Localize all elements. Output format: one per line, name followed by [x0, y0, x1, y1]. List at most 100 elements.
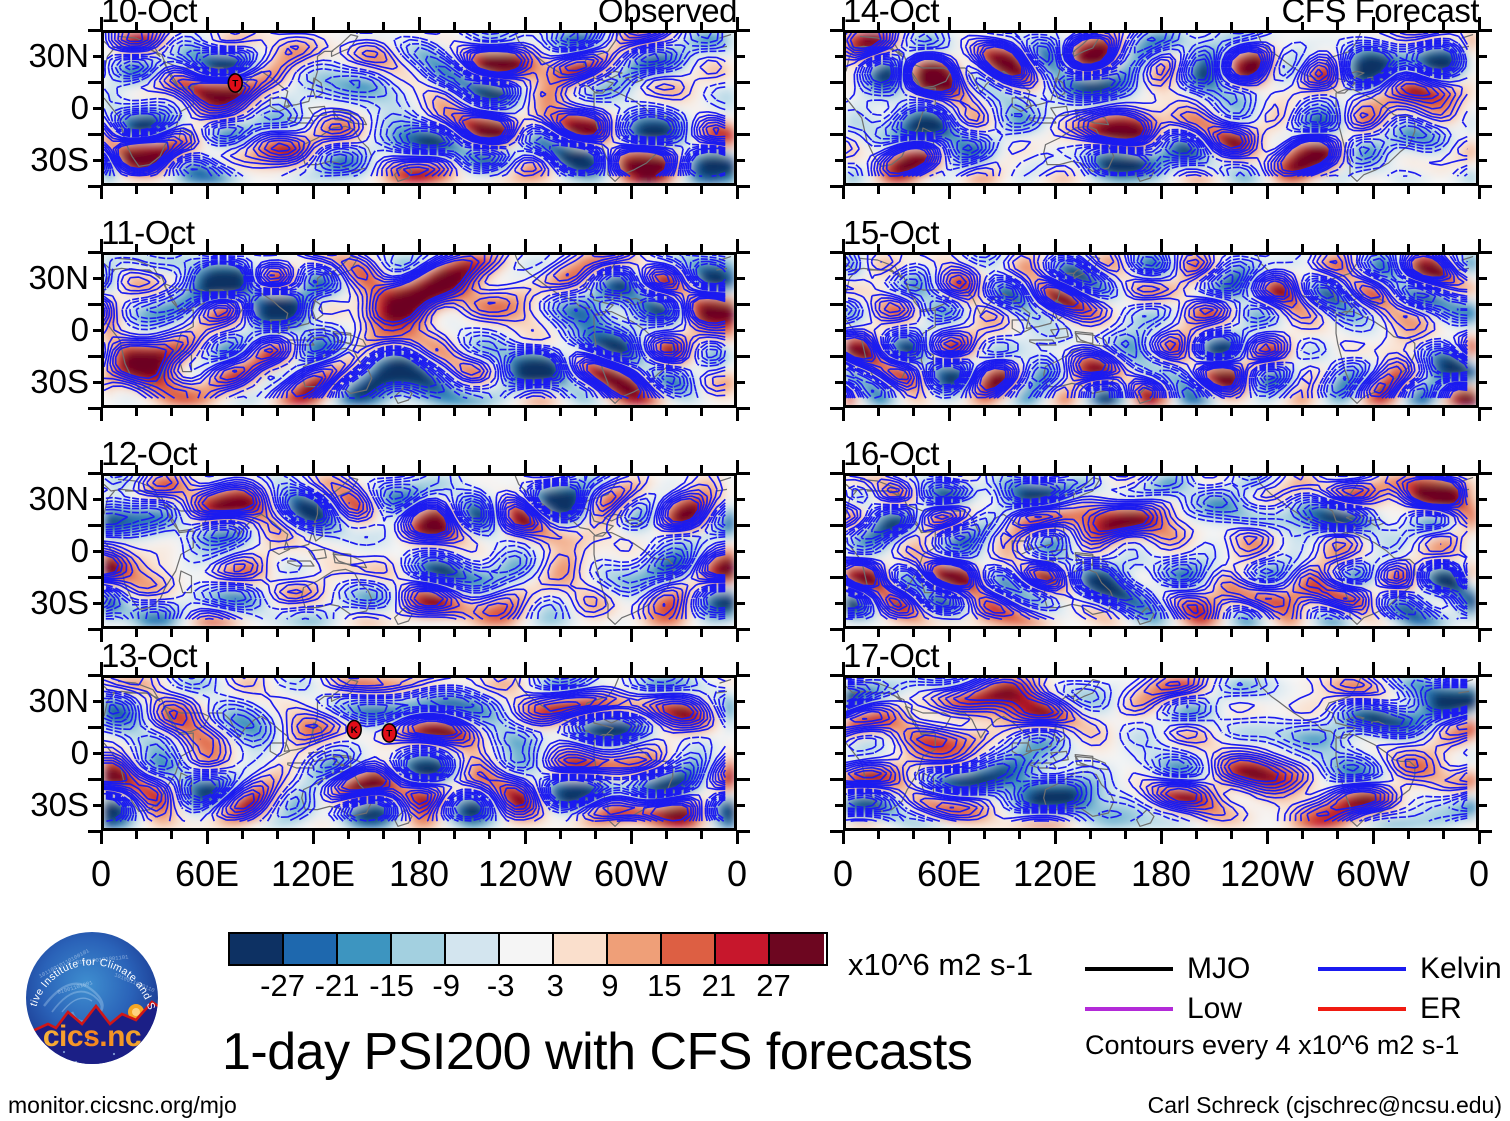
- axis-tick: [1265, 460, 1269, 473]
- colorbar-tick-label: 9: [601, 968, 619, 1003]
- axis-tick: [835, 106, 843, 110]
- axis-tick: [1442, 667, 1446, 675]
- axis-tick: [417, 662, 421, 675]
- axis-tick: [88, 829, 101, 833]
- axis-tick: [1265, 239, 1269, 252]
- colorbar-swatches: [228, 932, 828, 966]
- axis-tick: [841, 831, 845, 844]
- axis-tick: [947, 460, 951, 473]
- axis-tick: [700, 465, 704, 473]
- axis-tick: [841, 17, 845, 30]
- axis-tick: [276, 465, 280, 473]
- axis-tick: [417, 629, 421, 642]
- axis-tick: [1479, 276, 1487, 280]
- axis-tick: [523, 17, 527, 30]
- axis-tick: [1336, 244, 1340, 252]
- axis-tick: [558, 831, 562, 839]
- axis-tick: [240, 186, 244, 194]
- axis-tick: [452, 186, 456, 194]
- axis-tick: [664, 629, 668, 637]
- axis-tick: [170, 629, 174, 637]
- legend-item-kelvin-x2: Kelvin x2: [1318, 952, 1510, 986]
- axis-tick: [982, 667, 986, 675]
- axis-tick: [830, 777, 843, 781]
- axis-tick: [205, 17, 209, 30]
- axis-tick: [664, 22, 668, 30]
- x-tick-label: 60E: [916, 853, 982, 894]
- legend-label: Low: [1187, 992, 1243, 1025]
- axis-tick: [947, 186, 951, 199]
- axis-tick: [700, 22, 704, 30]
- axis-tick: [629, 460, 633, 473]
- axis-tick: [1300, 667, 1304, 675]
- axis-tick: [830, 80, 843, 84]
- axis-tick: [99, 831, 103, 844]
- axis-tick: [1371, 629, 1375, 642]
- axis-tick: [382, 186, 386, 194]
- axis-tick: [1053, 239, 1057, 252]
- footer-credit[interactable]: Carl Schreck (cjschrec@ncsu.edu): [1147, 1092, 1502, 1118]
- x-tick-label: 180: [1130, 853, 1192, 894]
- axis-tick: [594, 408, 598, 416]
- axis-tick: [488, 667, 492, 675]
- colorbar-units-label: x10^6 m2 s-1: [848, 947, 1034, 982]
- axis-tick: [558, 629, 562, 637]
- axis-tick: [912, 629, 916, 637]
- axis-tick: [1479, 829, 1492, 833]
- map-canvas: [101, 252, 737, 408]
- axis-tick: [1018, 22, 1022, 30]
- axis-tick: [737, 132, 750, 136]
- axis-tick: [1194, 667, 1198, 675]
- axis-tick: [1265, 629, 1269, 642]
- axis-tick: [1406, 465, 1410, 473]
- axis-tick: [558, 408, 562, 416]
- axis-tick: [523, 831, 527, 844]
- axis-tick: [1088, 22, 1092, 30]
- axis-tick: [1265, 662, 1269, 675]
- axis-tick: [1300, 629, 1304, 637]
- colorbar-swatch: [392, 934, 446, 964]
- axis-tick: [417, 408, 421, 421]
- axis-tick: [452, 22, 456, 30]
- axis-tick: [737, 673, 750, 677]
- axis-tick: [240, 244, 244, 252]
- axis-tick: [594, 629, 598, 637]
- axis-tick: [1406, 667, 1410, 675]
- axis-tick: [205, 186, 209, 199]
- axis-tick: [170, 22, 174, 30]
- axis-tick: [664, 244, 668, 252]
- axis-tick: [737, 549, 745, 553]
- logo-wordmark: cics.nc: [43, 1020, 141, 1053]
- axis-tick: [1406, 186, 1410, 194]
- axis-tick: [664, 831, 668, 839]
- axis-tick: [594, 667, 598, 675]
- axis-tick: [93, 328, 101, 332]
- axis-tick: [835, 158, 843, 162]
- axis-tick: [830, 829, 843, 833]
- x-tick-label: 120E: [1012, 853, 1098, 894]
- axis-tick: [488, 244, 492, 252]
- axis-tick: [737, 276, 745, 280]
- axis-tick: [417, 239, 421, 252]
- axis-tick: [835, 549, 843, 553]
- axis-tick: [629, 629, 633, 642]
- axis-tick: [1018, 667, 1022, 675]
- colorbar-tick-label: 15: [647, 968, 682, 1003]
- footer-url[interactable]: monitor.cicsnc.org/mjo: [8, 1092, 237, 1118]
- map-canvas: T: [101, 30, 737, 186]
- axis-tick: [737, 106, 745, 110]
- axis-tick: [629, 17, 633, 30]
- axis-tick: [912, 244, 916, 252]
- axis-tick: [594, 186, 598, 194]
- axis-tick: [1336, 667, 1340, 675]
- axis-tick: [1406, 22, 1410, 30]
- axis-tick: [93, 699, 101, 703]
- axis-tick: [737, 28, 750, 32]
- y-tick-label: 30N: [28, 480, 89, 517]
- axis-tick: [835, 699, 843, 703]
- map-canvas: [843, 675, 1479, 831]
- axis-tick: [1479, 601, 1487, 605]
- axis-tick: [1018, 629, 1022, 637]
- axis-tick: [311, 629, 315, 642]
